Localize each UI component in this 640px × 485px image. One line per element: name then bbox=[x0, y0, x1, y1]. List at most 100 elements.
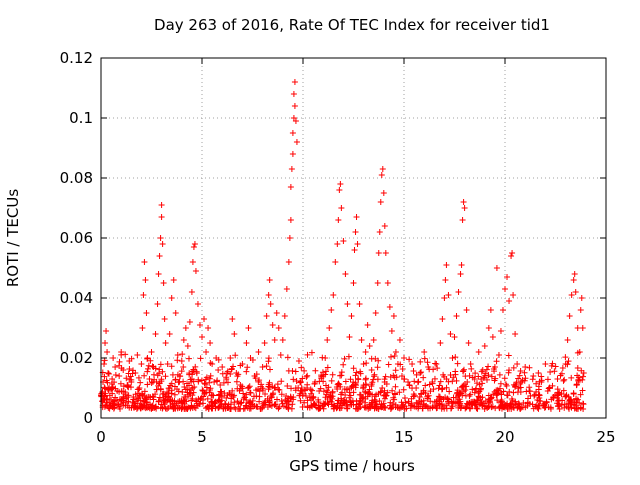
data-point-noise bbox=[556, 397, 563, 404]
data-point-noise bbox=[190, 367, 197, 374]
data-point-noise bbox=[500, 404, 507, 411]
data-point bbox=[180, 337, 187, 343]
data-point bbox=[209, 361, 216, 367]
data-point-noise bbox=[150, 396, 157, 403]
data-point-noise bbox=[272, 385, 279, 392]
data-point-noise bbox=[573, 395, 580, 402]
data-point-noise bbox=[120, 394, 127, 401]
data-point-noise bbox=[191, 383, 198, 390]
data-point-noise bbox=[517, 368, 524, 375]
data-point bbox=[396, 337, 403, 343]
data-point-noise bbox=[432, 403, 439, 410]
data-point-noise bbox=[101, 373, 108, 380]
data-point bbox=[118, 349, 125, 355]
data-point-noise bbox=[322, 368, 329, 375]
data-point-noise bbox=[268, 393, 275, 400]
data-point-noise bbox=[562, 354, 569, 361]
data-point bbox=[401, 355, 407, 361]
data-point-noise bbox=[406, 356, 413, 363]
data-point-noise bbox=[189, 368, 196, 375]
data-point-noise bbox=[396, 389, 403, 396]
data-point-noise bbox=[503, 402, 510, 409]
data-point-noise bbox=[387, 353, 394, 360]
data-point-noise bbox=[346, 389, 353, 396]
data-point-noise bbox=[175, 379, 182, 386]
data-point bbox=[184, 343, 191, 349]
data-point bbox=[344, 301, 351, 307]
data-point bbox=[178, 358, 185, 364]
data-point bbox=[243, 340, 250, 346]
data-point-noise bbox=[459, 368, 466, 375]
data-point-noise bbox=[156, 366, 163, 373]
data-point bbox=[150, 364, 157, 370]
data-point-noise bbox=[509, 397, 516, 404]
data-point-noise bbox=[362, 388, 369, 395]
data-point bbox=[154, 301, 161, 307]
data-point-noise bbox=[341, 398, 348, 405]
data-point bbox=[223, 376, 230, 382]
data-point-noise bbox=[521, 369, 528, 376]
data-point-noise bbox=[401, 376, 408, 383]
data-point-noise bbox=[127, 373, 134, 380]
data-point-noise bbox=[299, 375, 306, 382]
data-point-noise bbox=[153, 386, 160, 393]
data-point-noise bbox=[415, 378, 422, 385]
data-point-noise bbox=[315, 396, 322, 403]
data-point bbox=[101, 361, 108, 367]
data-point-noise bbox=[200, 400, 207, 407]
data-point bbox=[442, 277, 449, 283]
data-point-noise bbox=[389, 387, 396, 394]
data-point bbox=[308, 397, 315, 403]
data-point-noise bbox=[570, 390, 577, 397]
data-point-noise bbox=[233, 378, 240, 385]
data-point-noise bbox=[288, 385, 295, 392]
data-point-noise bbox=[195, 395, 202, 402]
data-point-noise bbox=[168, 363, 175, 370]
data-point-noise bbox=[340, 361, 347, 368]
data-point-noise bbox=[160, 390, 167, 397]
data-point bbox=[128, 379, 135, 385]
data-point-noise bbox=[536, 392, 543, 399]
data-point-noise bbox=[494, 397, 501, 404]
data-point-noise bbox=[158, 401, 165, 408]
data-point-noise bbox=[359, 385, 366, 392]
data-point-noise bbox=[109, 390, 116, 397]
data-point bbox=[358, 337, 365, 343]
data-point bbox=[348, 313, 355, 319]
data-point-noise bbox=[416, 394, 423, 401]
data-point-noise bbox=[548, 362, 555, 369]
data-point-noise bbox=[203, 405, 210, 412]
data-point bbox=[574, 325, 581, 331]
data-point bbox=[522, 364, 529, 370]
data-point bbox=[156, 253, 163, 259]
data-point-noise bbox=[301, 367, 308, 374]
data-point-noise bbox=[295, 384, 302, 391]
data-point-noise bbox=[384, 389, 391, 396]
data-point-noise bbox=[580, 400, 587, 407]
data-point-noise bbox=[501, 375, 508, 382]
data-point-noise bbox=[368, 355, 375, 362]
data-point bbox=[291, 79, 298, 85]
data-point bbox=[205, 325, 212, 331]
data-point-noise bbox=[566, 397, 573, 404]
data-point bbox=[457, 271, 464, 277]
data-point-noise bbox=[258, 381, 265, 388]
data-point-noise bbox=[353, 369, 360, 376]
data-point-noise bbox=[181, 384, 188, 391]
data-point bbox=[334, 241, 341, 247]
data-point-noise bbox=[144, 381, 151, 388]
data-point-noise bbox=[538, 373, 545, 380]
data-point bbox=[360, 361, 367, 367]
data-point bbox=[189, 259, 196, 265]
data-point bbox=[332, 259, 339, 265]
data-point bbox=[467, 361, 474, 367]
data-point bbox=[514, 361, 521, 367]
data-point bbox=[283, 286, 290, 292]
data-point-noise bbox=[425, 392, 432, 399]
data-point-noise bbox=[275, 386, 282, 393]
data-point-noise bbox=[189, 371, 196, 378]
data-point bbox=[398, 373, 405, 379]
data-point-noise bbox=[382, 373, 389, 380]
data-point-noise bbox=[145, 365, 152, 372]
data-point-noise bbox=[529, 376, 536, 383]
